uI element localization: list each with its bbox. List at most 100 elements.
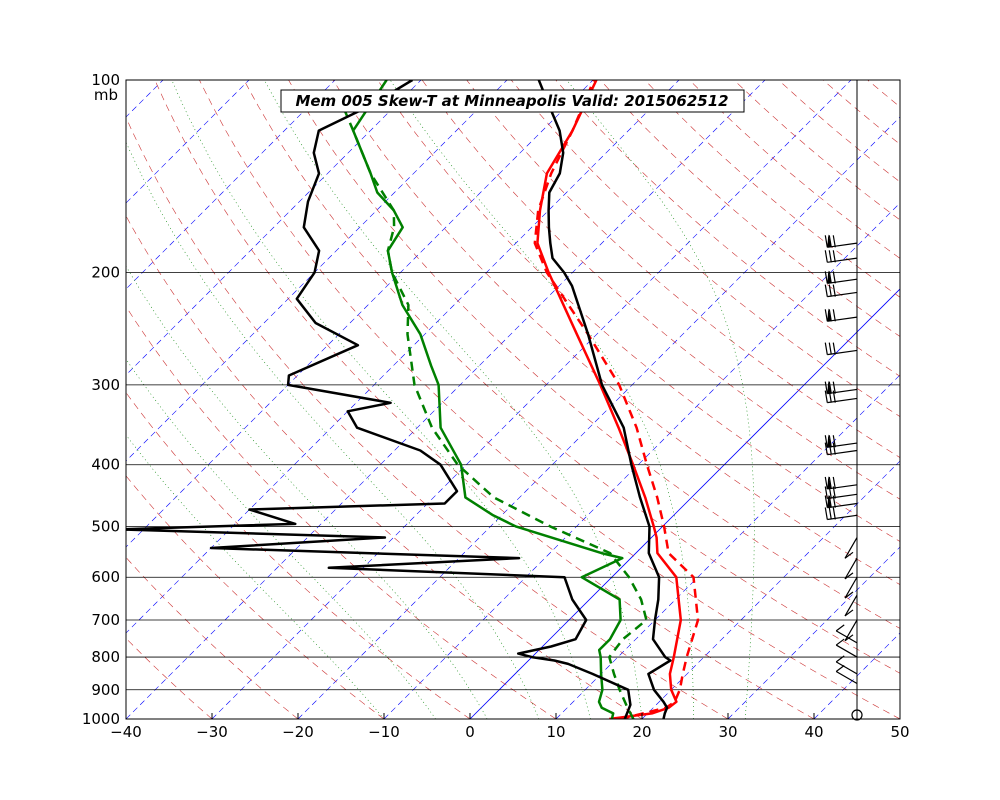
- wind-barb-feather: [835, 655, 845, 663]
- temperature-red-dashed-line: [533, 80, 700, 719]
- y-tick-label: 400: [91, 456, 120, 474]
- wind-barb-feather: [828, 309, 832, 322]
- dry-adiabat-line: [126, 305, 557, 719]
- wind-barb-shaft: [827, 484, 858, 490]
- y-tick-label: 300: [91, 376, 120, 394]
- wind-barb-feather: [832, 476, 836, 490]
- wind-barb-feather: [828, 250, 832, 263]
- wind-barb-feather: [832, 507, 836, 520]
- wind-barb-feather: [824, 342, 828, 355]
- isotherm-line: [641, 460, 900, 719]
- wind-barb-feather: [824, 442, 828, 455]
- wind-barb-shaft: [844, 557, 858, 580]
- wind-barb-shaft: [835, 630, 858, 644]
- isotherm-line: [555, 374, 900, 719]
- dewpoint-green-solid-line: [351, 80, 624, 719]
- wind-barb-feather: [828, 284, 832, 297]
- wind-barb-shaft: [835, 671, 858, 685]
- dry-adiabat-line: [154, 80, 815, 719]
- wind-barb-pennant: [827, 494, 832, 508]
- wind-barb-feather: [832, 235, 836, 248]
- wind-barb-feather: [828, 495, 832, 508]
- moist-adiabat-line: [171, 80, 591, 719]
- wind-barb-shaft: [844, 594, 858, 617]
- wind-barb-feather: [832, 342, 836, 355]
- isotherm-line: [126, 80, 680, 634]
- dry-adiabat-line: [466, 80, 900, 458]
- wind-barb-feather: [828, 507, 832, 520]
- wind-barb-feather: [832, 309, 836, 322]
- dry-adiabat-line: [199, 80, 900, 719]
- wind-barb-shaft: [827, 278, 858, 284]
- title-box: [280, 89, 745, 113]
- wind-barb-feather: [828, 342, 832, 355]
- wind-barb-feather: [824, 507, 828, 520]
- wind-barb-feather: [832, 486, 836, 499]
- dry-adiabat-line: [126, 116, 729, 719]
- dry-adiabat-line: [600, 80, 900, 337]
- wind-barb-shaft: [835, 661, 858, 675]
- y-axis-unit: mb: [94, 86, 118, 104]
- wind-barb-pennant: [827, 234, 832, 248]
- wind-barb-feather: [844, 551, 854, 559]
- wind-barb-feather: [832, 381, 836, 394]
- y-tick-label: 600: [91, 568, 120, 586]
- wind-barb-feather: [835, 624, 845, 632]
- isotherm-line: [126, 80, 766, 719]
- x-tick-label: −20: [282, 723, 314, 741]
- wind-barb-shaft: [827, 442, 858, 448]
- wind-barb-pennant: [827, 434, 832, 448]
- isotherm-line: [126, 80, 250, 204]
- wind-barb-feather: [824, 435, 828, 448]
- wind-barb-pennant: [827, 475, 832, 489]
- wind-barb-feather: [828, 271, 832, 284]
- dry-adiabat-line: [510, 80, 900, 417]
- wind-barb-pennant: [827, 380, 832, 394]
- wind-barb-feather: [824, 271, 828, 284]
- wind-barb-feather: [824, 250, 828, 263]
- dry-adiabat-line: [555, 80, 900, 377]
- temperature-black-member-line: [537, 80, 672, 719]
- wind-barb-shaft: [827, 291, 858, 298]
- wind-barb-shaft: [827, 349, 858, 356]
- x-tick-label: 0: [465, 723, 475, 741]
- x-axis-ticks: −40 −30 −20 −10 0 10 20 30 40 50: [110, 713, 910, 741]
- dry-adiabat-line: [332, 80, 900, 585]
- x-tick-label: 50: [890, 723, 909, 741]
- moist-adiabat-line: [126, 358, 436, 719]
- wind-barb-shaft: [827, 514, 858, 521]
- wind-barb-feather: [824, 390, 828, 403]
- wind-barb-pennant: [827, 270, 832, 284]
- moist-adiabat-line: [126, 265, 488, 719]
- wind-barb-feather: [832, 495, 836, 508]
- y-tick-label: 900: [91, 681, 120, 699]
- x-tick-label: −10: [368, 723, 400, 741]
- wind-barb-feather: [844, 591, 854, 599]
- wind-barb-shaft: [827, 257, 858, 263]
- dewpoint-black-member-line: [126, 80, 632, 719]
- plot-frame: [125, 79, 901, 720]
- wind-barb-feather: [824, 309, 828, 322]
- x-tick-label: 20: [632, 723, 651, 741]
- x-tick-label: −40: [110, 723, 142, 741]
- wind-barb-feather: [832, 390, 836, 403]
- dry-adiabat-line: [243, 80, 900, 674]
- wind-barb-feather: [835, 638, 845, 646]
- isotherm-line: [727, 546, 900, 719]
- wind-barb-feather: [828, 235, 832, 248]
- isotherm-line: [126, 80, 336, 290]
- wind-barb-feather: [828, 435, 832, 448]
- wind-barb-feather: [844, 572, 854, 580]
- wind-barb-feather: [828, 486, 832, 499]
- dewpoint-green-dashed-line: [341, 105, 648, 719]
- wind-barbs: [824, 234, 863, 721]
- y-tick-label: 700: [91, 611, 120, 629]
- wind-barb-shaft: [844, 537, 858, 559]
- wind-barb-feather: [824, 284, 828, 297]
- y-axis-ticks: 100 200 300 400 500 600 700 800 900 1000: [82, 71, 120, 728]
- wind-barb-shaft: [835, 644, 858, 658]
- y-tick-label: 500: [91, 518, 120, 536]
- dry-adiabat-line: [377, 80, 900, 542]
- wind-barb-feather: [824, 235, 828, 248]
